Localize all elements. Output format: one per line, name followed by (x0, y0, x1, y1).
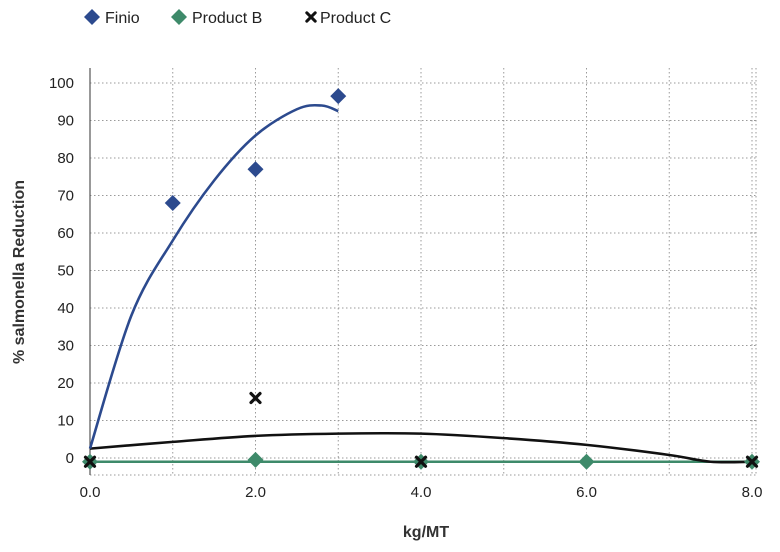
finio-point (164, 195, 181, 211)
x-axis-title: kg/MT (403, 524, 449, 541)
data-points (82, 88, 760, 470)
legend-item-finio: Finio (84, 9, 140, 27)
x-tick-label: 6.0 (576, 484, 597, 501)
finio-point (330, 88, 347, 105)
x-tick-label: 8.0 (742, 484, 763, 501)
product-c-point (414, 455, 428, 468)
legend-marker-diamond-icon (84, 9, 100, 25)
x-marker-stroke (83, 455, 97, 468)
legend-marker-diamond-icon (171, 9, 187, 25)
x-tick-label: 4.0 (411, 484, 432, 501)
product-c-point (745, 455, 759, 468)
product-c-point (83, 455, 97, 468)
x-marker-stroke (745, 455, 759, 468)
y-tick-label: 20 (57, 375, 74, 392)
y-tick-label: 100 (49, 75, 74, 92)
x-tick-label: 0.0 (80, 484, 101, 501)
finio-trendline (88, 103, 339, 450)
y-axis-title: % salmonella Reduction (11, 180, 28, 364)
y-tick-label: 50 (57, 263, 74, 280)
legend-item-product-c: Product C (305, 10, 391, 27)
y-tick-label: 30 (57, 338, 74, 355)
legend: Finio Product B Product C (84, 9, 391, 27)
legend-item-product-b: Product B (171, 9, 262, 27)
product-c-trendline (89, 431, 753, 464)
y-tick-label: 90 (57, 113, 74, 130)
product-b-point (578, 453, 595, 470)
product-c-point (249, 391, 262, 405)
axes: 0 10 20 30 40 50 60 70 80 90 100 0.0 2.0 4.0 6.0 8.0 (49, 68, 762, 501)
x-marker-stroke (414, 455, 428, 468)
x-marker-stroke (249, 391, 262, 405)
y-tick-label: 70 (57, 188, 74, 205)
y-tick-label: 60 (57, 225, 74, 242)
product-b-point (247, 451, 264, 468)
grid (89, 68, 757, 476)
y-tick-label: 10 (57, 413, 74, 430)
legend-label: Product B (192, 10, 262, 27)
legend-label: Finio (105, 10, 140, 27)
legend-label: Product C (320, 10, 391, 27)
finio-point (247, 161, 264, 178)
y-tick-label: 40 (57, 300, 74, 317)
y-tick-label: 80 (57, 150, 74, 167)
y-tick-label: 0 (66, 450, 74, 467)
legend-marker-x-icon (305, 11, 317, 23)
x-tick-label: 2.0 (245, 484, 266, 501)
